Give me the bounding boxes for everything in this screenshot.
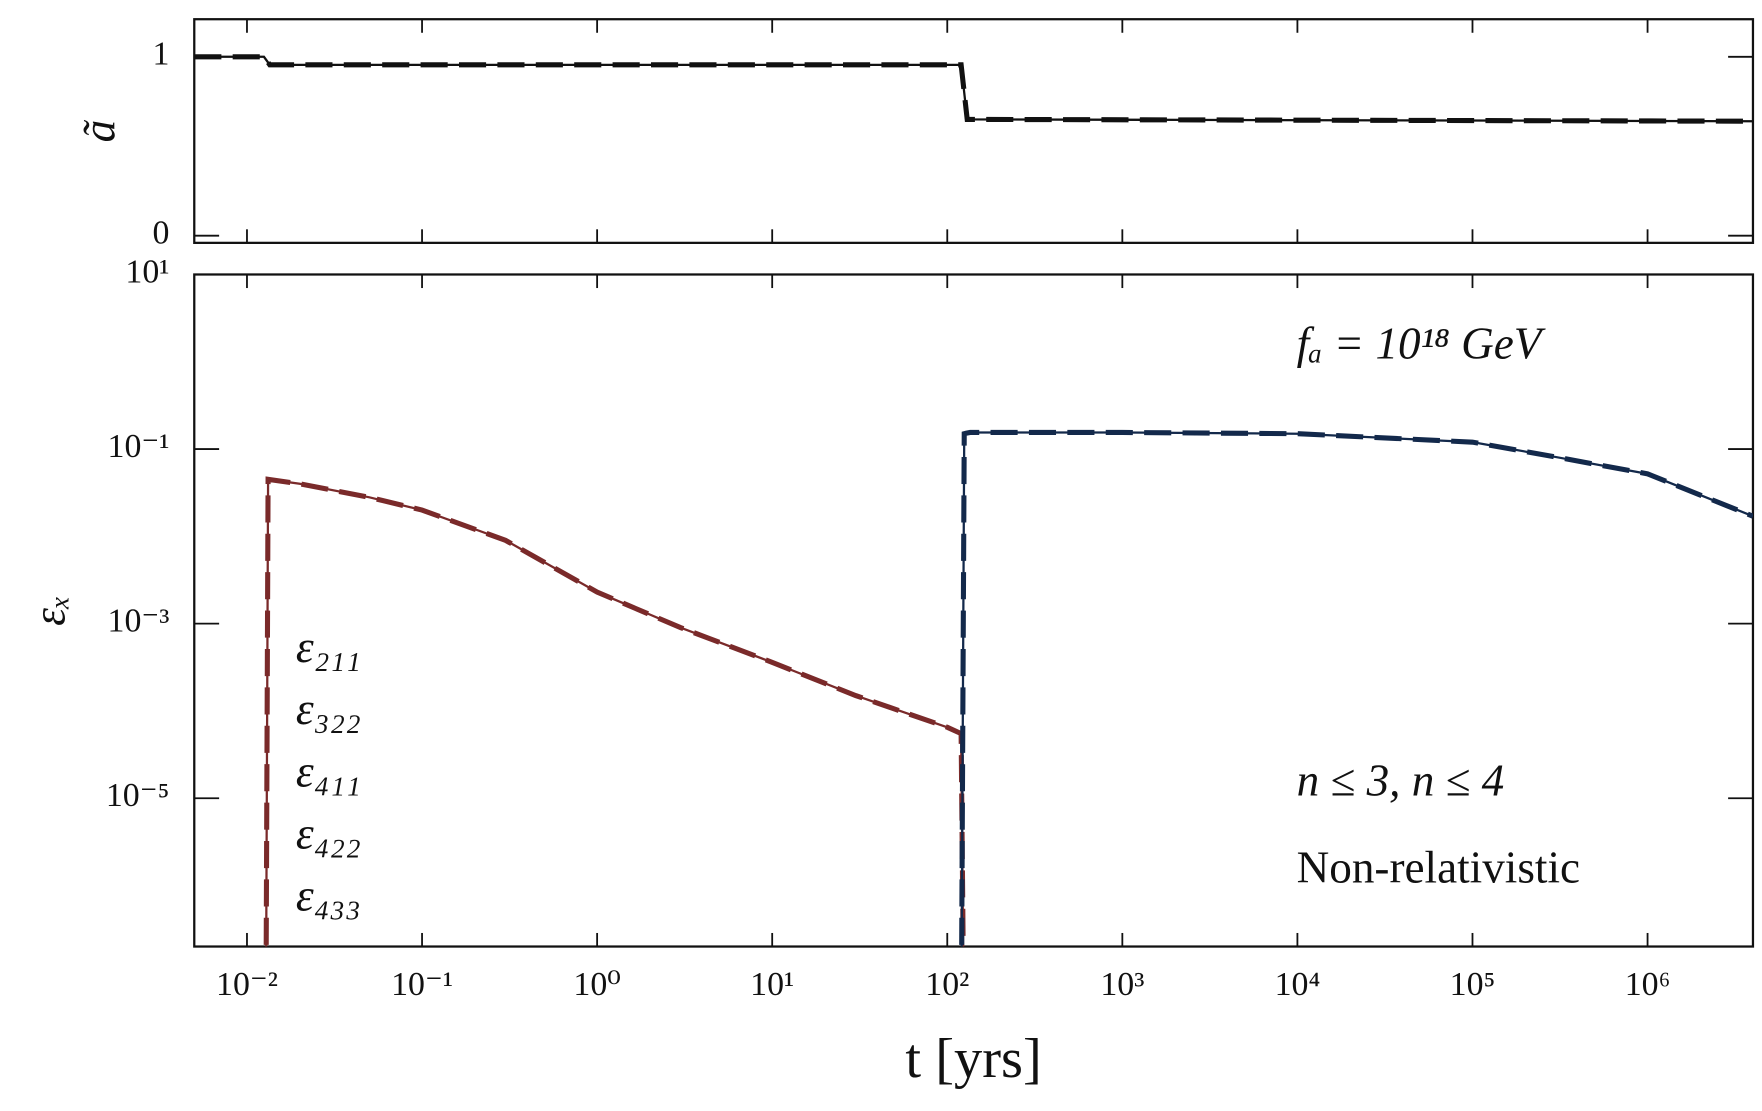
series-line-dashed: [194, 54, 1753, 124]
plot-frame: [193, 273, 1755, 948]
y-axis-label: εₓ: [25, 595, 75, 626]
x-axis-label: t [yrs]: [905, 1028, 1041, 1090]
x-tick-label: 10¹: [750, 966, 794, 1003]
x-tick-label: 10⁶: [1625, 966, 1671, 1003]
annotation: fₐ = 10¹⁸ GeV: [1297, 318, 1546, 368]
y-tick-label: 10⁻¹: [108, 428, 170, 465]
y-axis-label: ã: [74, 119, 124, 142]
legend-label: ε₄₃₃: [296, 871, 361, 921]
series-line-dashed: [263, 476, 966, 947]
x-tick-label: 10⁴: [1275, 966, 1321, 1003]
legend-label: ε₄₂₂: [296, 808, 361, 858]
legend-label: ε₂₁₁: [296, 622, 361, 672]
y-tick-label: 10¹: [125, 253, 169, 290]
x-tick-label: 10⁰: [573, 966, 620, 1003]
legend-label: ε₄₁₁: [296, 746, 361, 796]
plot-frame: [193, 18, 1755, 244]
x-tick-label: 10²: [925, 966, 969, 1003]
legend-label: ε₃₂₂: [296, 684, 361, 734]
y-tick-label: 0: [152, 214, 169, 251]
x-tick-label: 10⁵: [1450, 966, 1496, 1003]
annotation: n ≤ 3, n ≤ 4: [1297, 755, 1505, 805]
y-tick-label: 10⁻⁵: [106, 777, 170, 814]
plot-area: [194, 54, 1753, 124]
plot-area: [263, 429, 1753, 947]
y-tick-label: 10⁻³: [108, 602, 170, 639]
x-tick-label: 10⁻¹: [391, 966, 453, 1003]
series-line-dashed: [959, 429, 1753, 947]
x-tick-label: 10⁻²: [216, 966, 278, 1003]
y-tick-label: 1: [152, 36, 169, 73]
annotation: Non-relativistic: [1297, 842, 1580, 892]
x-tick-label: 10³: [1100, 966, 1144, 1003]
